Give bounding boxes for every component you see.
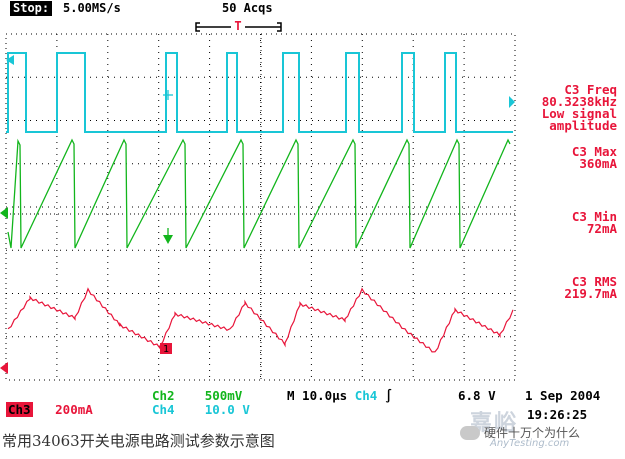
ch3-readout[interactable]: Ch3 200mA — [6, 402, 93, 417]
trigger-position-marker: T — [231, 19, 245, 33]
watermark-site: AnyTesting.com — [490, 438, 570, 449]
time-readout: 19:26:25 — [527, 407, 588, 422]
graticule — [5, 33, 516, 381]
svg-text:T: T — [234, 19, 241, 33]
acquisition-count: 50 Acqs — [222, 1, 273, 15]
measurement-c3-rms: C3 RMS 219.7mA — [564, 274, 617, 301]
figure-caption: 常用34063开关电源电路测试参数示意图 — [2, 432, 275, 450]
ch4-readout[interactable]: Ch4 10.0 V — [152, 402, 250, 417]
measurement-c3-max: C3 Max 360mA — [571, 144, 617, 171]
ch2-readout[interactable]: Ch2 500mV — [152, 388, 243, 403]
status-bar: Stop: 5.00MS/s 50 Acqs — [0, 0, 625, 18]
trigger-level-readout: 6.8 V — [458, 388, 496, 403]
ch3-waveform — [7, 287, 514, 353]
wechat-icon — [460, 425, 480, 440]
watermark-account: 硬件十万个为什么 — [460, 424, 610, 441]
timebase-readout[interactable]: M 10.0µs Ch4 ∫ — [287, 388, 393, 403]
ch4-waveform — [6, 52, 513, 133]
sample-rate: 5.00MS/s — [63, 1, 121, 15]
ch2-cursor — [163, 228, 173, 244]
ch4-ground-marker[interactable] — [6, 55, 14, 65]
acquisition-state[interactable]: Stop: — [10, 1, 53, 16]
ch3-marker: 1 — [160, 343, 172, 355]
ch3-ground-marker[interactable] — [0, 362, 8, 374]
trigger-level-marker[interactable] — [509, 96, 515, 108]
measurement-c3-freq: C3 Freq 80.3238kHz Low signal amplitude — [541, 82, 617, 133]
svg-text:1: 1 — [163, 344, 169, 355]
ch4-cursor — [163, 90, 173, 100]
measurement-c3-min: C3 Min 72mA — [571, 209, 617, 236]
ch2-ground-marker[interactable] — [0, 207, 8, 219]
date-readout: 1 Sep 2004 — [525, 388, 601, 403]
ch2-waveform — [7, 138, 511, 249]
